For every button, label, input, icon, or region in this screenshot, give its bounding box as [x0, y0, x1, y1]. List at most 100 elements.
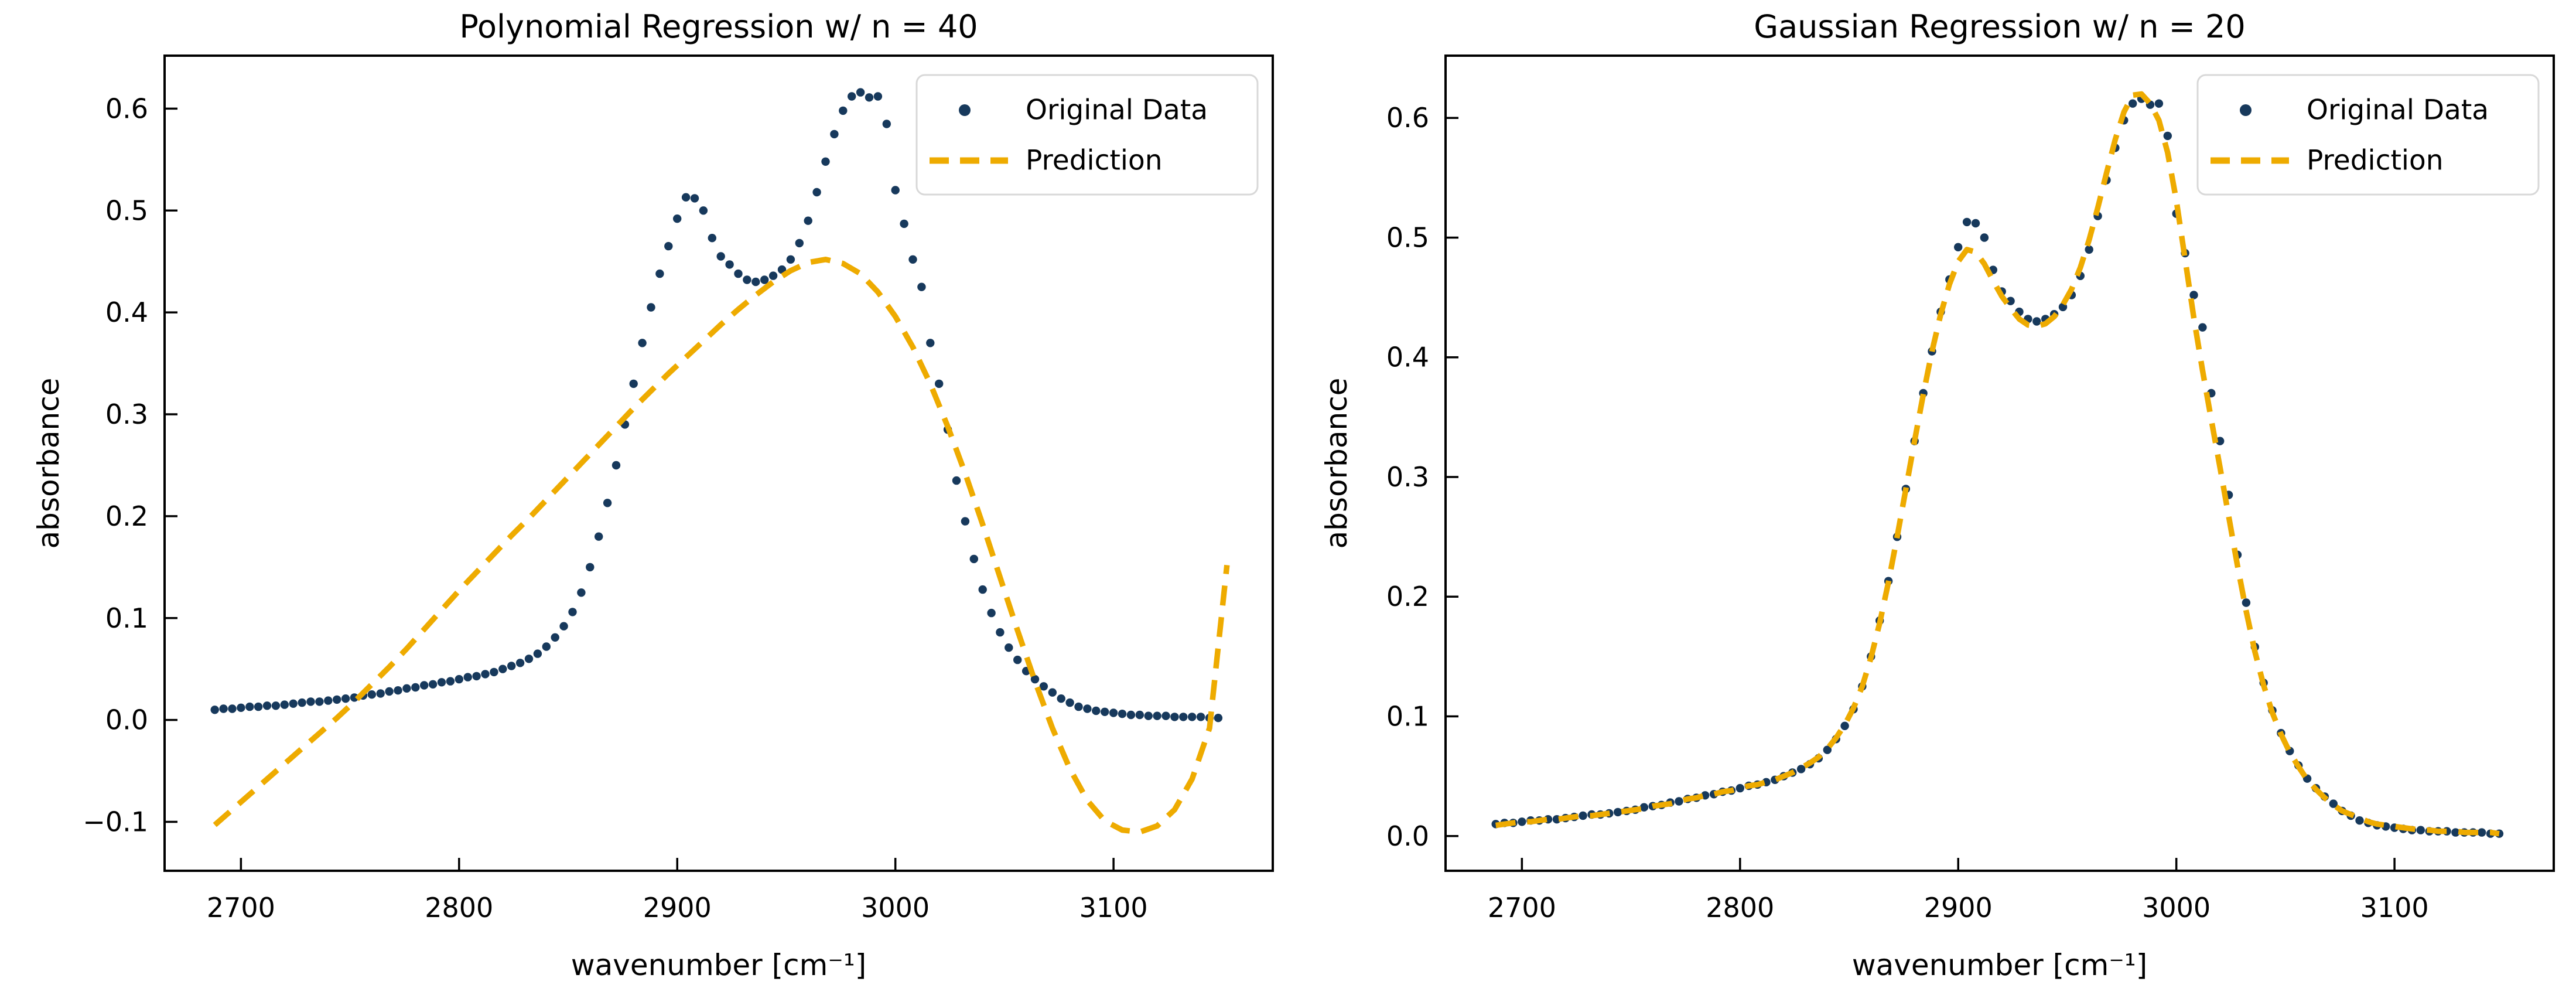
x-axis-tick-label: 3100 [1079, 892, 1148, 924]
data-point [839, 106, 848, 115]
legend-box [915, 74, 1259, 196]
data-point [2085, 245, 2093, 254]
data-point [463, 673, 472, 681]
data-point [1179, 713, 1188, 721]
data-point [577, 588, 586, 597]
data-point [568, 608, 577, 616]
data-point [1518, 817, 1526, 826]
data-point [1039, 682, 1048, 691]
data-point [394, 686, 402, 695]
data-point [1840, 721, 1849, 731]
data-point [681, 193, 691, 202]
data-point [2032, 317, 2041, 326]
data-point [507, 662, 516, 670]
x-axis-label: wavenumber [cm⁻¹] [1852, 948, 2148, 982]
data-point [455, 674, 463, 684]
data-point [2154, 99, 2164, 108]
data-point [655, 269, 664, 278]
data-point [402, 684, 411, 693]
data-point [350, 693, 359, 702]
data-point [1048, 688, 1057, 697]
data-point [891, 186, 900, 195]
data-point [1092, 706, 1101, 715]
y-axis-label: absorbance [1320, 378, 1354, 549]
data-point [280, 700, 289, 709]
data-point [333, 695, 341, 704]
data-point [699, 206, 708, 215]
data-point [751, 277, 760, 287]
data-point [237, 703, 245, 713]
data-point [664, 241, 673, 251]
data-point [1161, 711, 1170, 720]
data-point [987, 608, 996, 618]
data-point [437, 678, 446, 687]
data-point [743, 275, 751, 284]
data-point [830, 130, 839, 139]
data-point [716, 252, 725, 261]
data-point [210, 706, 219, 714]
data-point [1675, 797, 1683, 806]
x-axis-tick-label: 2800 [1706, 892, 1774, 924]
y-axis-tick-label: 0.6 [105, 93, 148, 124]
data-point [2329, 799, 2338, 808]
data-point [734, 269, 743, 278]
data-point [219, 704, 228, 713]
x-axis-tick-label: 2700 [207, 892, 275, 924]
gaussian-regression-chart: 2700 2800 2900 3000 3100 0.0 0.1 0.2 0.3 0.4 0.5 0.… [1288, 0, 2576, 995]
data-point [245, 702, 254, 711]
data-point [1170, 713, 1179, 721]
data-point [472, 672, 481, 681]
data-point [969, 554, 979, 564]
legend-dot-marker-icon [959, 104, 971, 116]
chart-title: Polynomial Regression w/ n = 40 [459, 8, 978, 45]
data-point [498, 665, 507, 673]
data-point [1823, 745, 1832, 754]
data-point [882, 120, 891, 128]
data-point [848, 92, 856, 101]
data-point [2477, 828, 2486, 837]
y-axis-tick-label: 0.6 [1386, 102, 1429, 134]
y-axis-tick-label: 0.2 [1386, 581, 1429, 612]
legend: Original Data Prediction [2196, 74, 2540, 196]
data-point [768, 271, 778, 280]
data-point [1796, 765, 1806, 773]
data-point [690, 194, 699, 203]
data-point [1735, 783, 1744, 793]
data-point [481, 670, 490, 679]
plot-border [163, 54, 1274, 872]
data-point [2006, 297, 2015, 305]
data-point [865, 93, 874, 102]
y-axis-tick-label: 0.3 [105, 398, 148, 430]
data-point [515, 659, 525, 667]
data-point [1005, 643, 1013, 652]
data-point [1057, 694, 1065, 703]
data-point [795, 238, 804, 248]
data-point [647, 303, 655, 312]
data-point [673, 214, 682, 223]
data-point [1126, 710, 1136, 720]
y-axis-tick-label: 0.1 [1386, 701, 1429, 732]
legend-label-prediction: Prediction [1026, 145, 1163, 177]
y-axis-tick-label: 0.4 [105, 297, 148, 328]
chart-title: Gaussian Regression w/ n = 20 [1754, 8, 2245, 45]
data-point [2198, 323, 2207, 332]
data-point [2355, 816, 2364, 825]
data-point [411, 683, 420, 692]
data-point [900, 219, 908, 229]
data-point [1962, 217, 1972, 227]
data-point [1065, 698, 1074, 707]
y-axis-tick-label: 0.1 [105, 602, 148, 634]
data-point [2189, 291, 2198, 299]
data-point [1144, 711, 1153, 720]
data-point [271, 701, 281, 710]
data-point [420, 681, 429, 690]
y-axis-tick-label: 0.3 [1386, 461, 1429, 493]
prediction-curve [1495, 91, 2500, 837]
data-point [490, 667, 498, 677]
data-point [262, 701, 272, 710]
data-point [638, 339, 647, 347]
data-point [385, 687, 394, 696]
data-point [2242, 598, 2251, 607]
data-point [298, 698, 306, 707]
data-point [1030, 674, 1040, 684]
